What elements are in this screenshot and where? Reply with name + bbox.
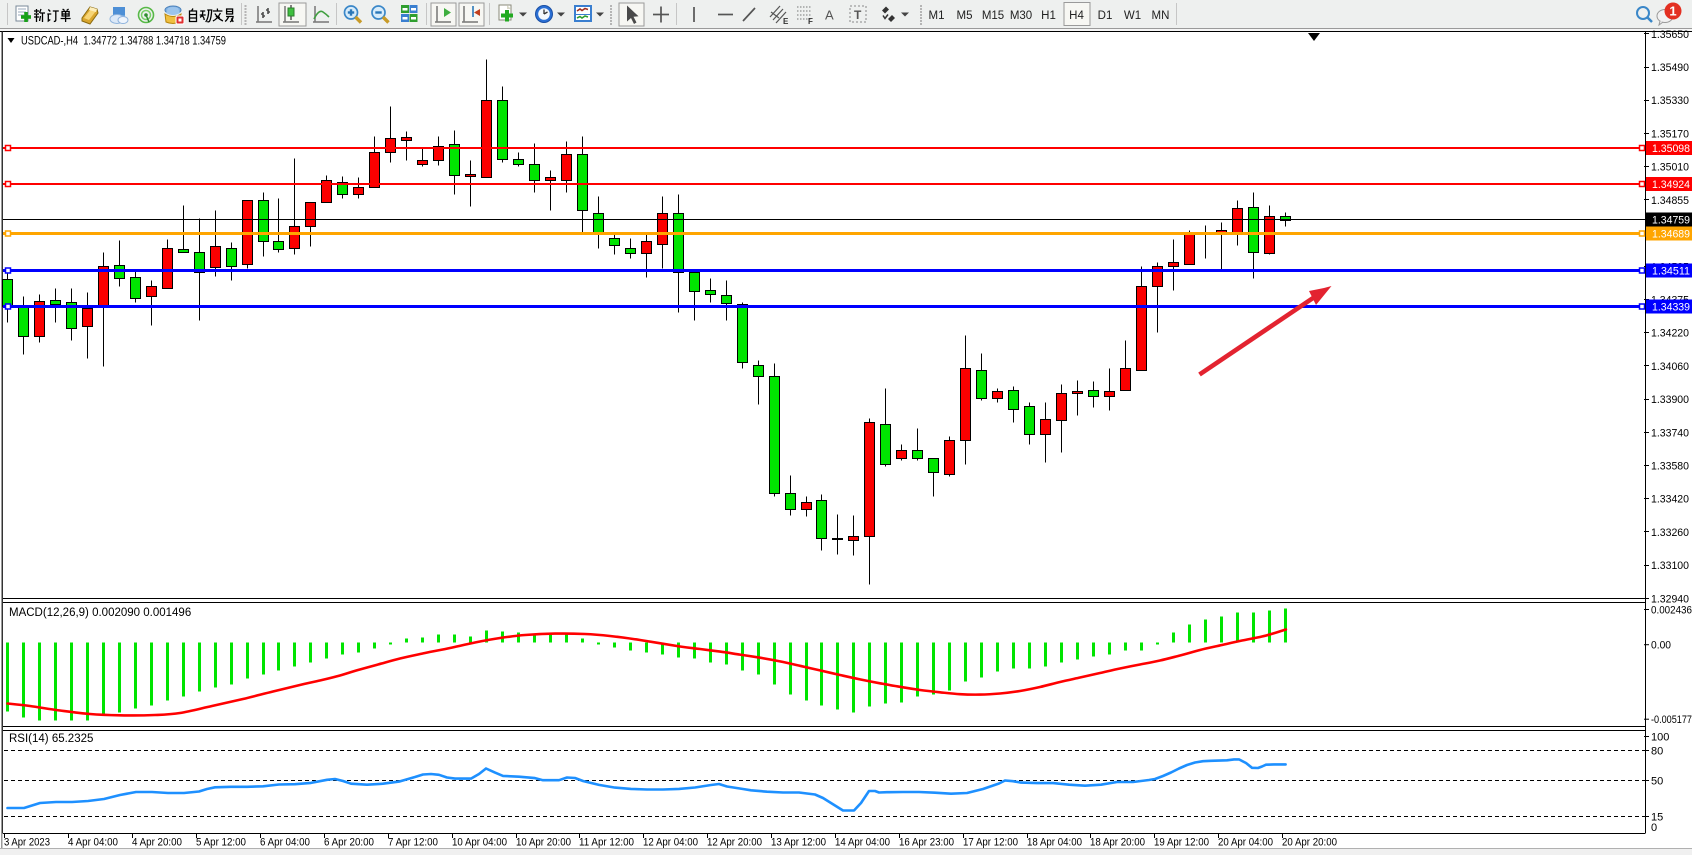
svg-text:6 Apr 20:00: 6 Apr 20:00 xyxy=(324,837,374,849)
svg-text:1.33900: 1.33900 xyxy=(1651,394,1689,406)
svg-text:A: A xyxy=(825,8,834,23)
svg-text:7 Apr 12:00: 7 Apr 12:00 xyxy=(388,837,438,849)
svg-text:0.002436: 0.002436 xyxy=(1651,605,1692,617)
svg-text:D1: D1 xyxy=(1098,10,1113,22)
svg-text:1.35010: 1.35010 xyxy=(1651,162,1689,174)
svg-text:1.34855: 1.34855 xyxy=(1651,195,1689,207)
svg-text:10 Apr 20:00: 10 Apr 20:00 xyxy=(516,837,571,849)
svg-text:1.33420: 1.33420 xyxy=(1651,494,1689,506)
svg-text:1.33580: 1.33580 xyxy=(1651,461,1689,473)
svg-text:1: 1 xyxy=(1669,4,1676,19)
svg-text:100: 100 xyxy=(1651,732,1669,744)
svg-text:H1: H1 xyxy=(1041,10,1056,22)
svg-text:1.35490: 1.35490 xyxy=(1651,62,1689,74)
svg-text:MACD(12,26,9) 0.002090 0.00149: MACD(12,26,9) 0.002090 0.001496 xyxy=(9,607,191,619)
svg-text:15: 15 xyxy=(1651,811,1663,823)
svg-text:19 Apr 12:00: 19 Apr 12:00 xyxy=(1154,837,1209,849)
svg-text:18 Apr 04:00: 18 Apr 04:00 xyxy=(1027,837,1082,849)
svg-text:F: F xyxy=(808,17,813,26)
svg-text:4 Apr 20:00: 4 Apr 20:00 xyxy=(132,837,182,849)
svg-text:1.32940: 1.32940 xyxy=(1651,593,1689,605)
svg-text:5 Apr 12:00: 5 Apr 12:00 xyxy=(196,837,246,849)
svg-text:E: E xyxy=(783,17,789,26)
svg-text:1.35650: 1.35650 xyxy=(1651,29,1689,41)
svg-text:18 Apr 20:00: 18 Apr 20:00 xyxy=(1090,837,1145,849)
svg-text:6 Apr 04:00: 6 Apr 04:00 xyxy=(260,837,310,849)
svg-text:1.35330: 1.35330 xyxy=(1651,95,1689,107)
svg-text:0: 0 xyxy=(1651,822,1657,834)
svg-text:MN: MN xyxy=(1152,10,1170,22)
svg-text:10 Apr 04:00: 10 Apr 04:00 xyxy=(452,837,507,849)
svg-text:1.35170: 1.35170 xyxy=(1651,128,1689,140)
svg-text:1.34220: 1.34220 xyxy=(1651,328,1689,340)
svg-text:20 Apr 04:00: 20 Apr 04:00 xyxy=(1218,837,1273,849)
svg-text:1.34339: 1.34339 xyxy=(1652,302,1690,314)
svg-text:17 Apr 12:00: 17 Apr 12:00 xyxy=(963,837,1018,849)
svg-text:H4: H4 xyxy=(1069,10,1084,22)
svg-text:1.35098: 1.35098 xyxy=(1652,143,1690,155)
svg-text:1.34689: 1.34689 xyxy=(1652,229,1690,241)
svg-text:14 Apr 04:00: 14 Apr 04:00 xyxy=(835,837,890,849)
svg-text:1.33740: 1.33740 xyxy=(1651,427,1689,439)
svg-text:3 Apr 2023: 3 Apr 2023 xyxy=(4,837,50,849)
svg-text:1.33260: 1.33260 xyxy=(1651,527,1689,539)
svg-text:11 Apr 12:00: 11 Apr 12:00 xyxy=(579,837,634,849)
svg-text:1.34060: 1.34060 xyxy=(1651,361,1689,373)
svg-text:1.33100: 1.33100 xyxy=(1651,560,1689,572)
svg-text:RSI(14) 65.2325: RSI(14) 65.2325 xyxy=(9,733,93,745)
svg-text:USDCAD-,H4 1.34772 1.34788 1.: USDCAD-,H4 1.34772 1.34788 1.34718 1.347… xyxy=(21,34,226,48)
svg-text:20 Apr 20:00: 20 Apr 20:00 xyxy=(1282,837,1337,849)
svg-text:T: T xyxy=(854,8,862,22)
svg-text:-0.005177: -0.005177 xyxy=(1651,714,1692,726)
svg-text:M1: M1 xyxy=(929,10,945,22)
svg-text:80: 80 xyxy=(1651,745,1663,757)
svg-text:12 Apr 20:00: 12 Apr 20:00 xyxy=(707,837,762,849)
svg-text:13 Apr 12:00: 13 Apr 12:00 xyxy=(771,837,826,849)
svg-text:50: 50 xyxy=(1651,776,1663,788)
svg-text:4 Apr 04:00: 4 Apr 04:00 xyxy=(68,837,118,849)
svg-text:0.00: 0.00 xyxy=(1651,640,1671,652)
svg-text:M5: M5 xyxy=(957,10,973,22)
svg-text:1.34759: 1.34759 xyxy=(1652,215,1690,227)
svg-text:M15: M15 xyxy=(982,10,1004,22)
svg-text:1.34511: 1.34511 xyxy=(1652,266,1690,278)
svg-text:W1: W1 xyxy=(1124,10,1141,22)
svg-text:16 Apr 23:00: 16 Apr 23:00 xyxy=(899,837,954,849)
svg-text:1.34924: 1.34924 xyxy=(1652,179,1690,191)
svg-text:12 Apr 04:00: 12 Apr 04:00 xyxy=(643,837,698,849)
svg-text:M30: M30 xyxy=(1010,10,1032,22)
